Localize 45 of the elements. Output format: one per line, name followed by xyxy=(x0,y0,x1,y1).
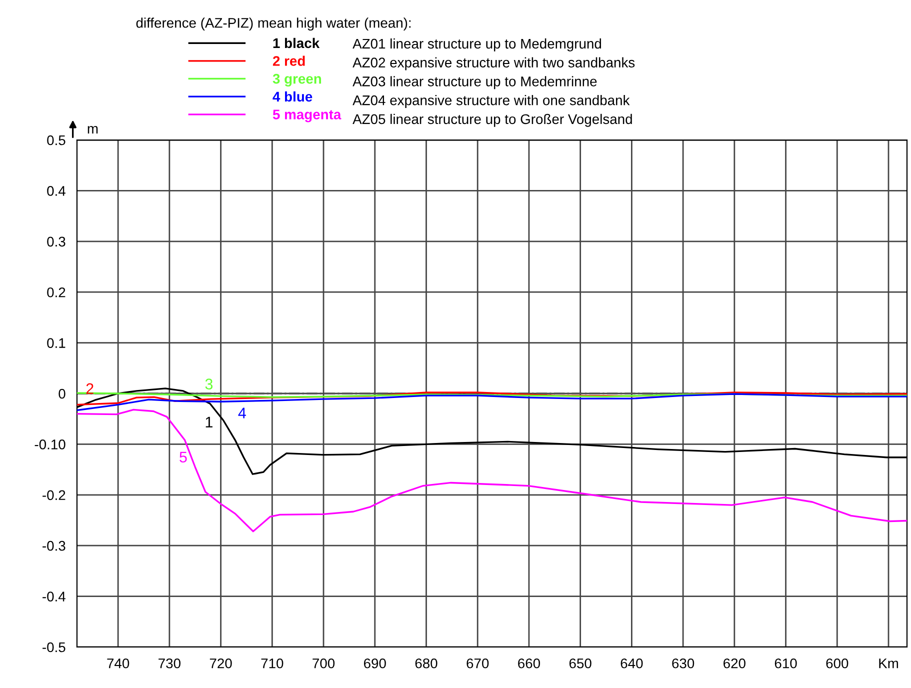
y-axis-title: m xyxy=(88,126,98,134)
x-tick-label: 610 xyxy=(774,658,797,668)
y-tick-label: 0.4 xyxy=(47,186,66,196)
x-tick-label: 640 xyxy=(620,658,643,668)
text: AZ01 linear structure up to Medemgrund xyxy=(352,38,602,52)
x-tick-label: 670 xyxy=(466,658,489,668)
annotation: 5 xyxy=(180,452,187,462)
text: AZ02 expansive structure with two sandbanks xyxy=(352,57,635,70)
x-tick-label: 740 xyxy=(107,658,130,668)
x-tick-label: 620 xyxy=(724,658,746,668)
x-tick-label: 710 xyxy=(261,658,284,668)
y-tick-label: 0.2 xyxy=(47,287,66,298)
line-series xyxy=(76,408,907,532)
y-tick-label: -0.3 xyxy=(42,540,66,551)
y-tick-label: 0.5 xyxy=(47,135,66,146)
annotation: 1 xyxy=(206,416,212,428)
y-tick-label: -0.2 xyxy=(42,490,66,500)
annotation: 3 xyxy=(205,378,213,390)
x-tick-label: 630 xyxy=(672,658,694,668)
y-tick-label: 0.3 xyxy=(47,236,66,247)
text: AZ03 linear structure up to Medemrinne xyxy=(352,76,597,90)
y-tick-label: 0 xyxy=(58,388,66,399)
y-tick-label: -0.4 xyxy=(42,592,66,602)
y-tick-label: 0.1 xyxy=(47,338,66,348)
x-tick-label: 660 xyxy=(518,658,540,668)
y-tick-label: -0.5 xyxy=(42,642,66,652)
text: AZ05 linear structure up to Großer Vogelsand xyxy=(352,114,632,127)
x-tick-label: 600 xyxy=(826,658,848,668)
legend-label: 5 magenta xyxy=(272,110,342,122)
x-tick-label: 680 xyxy=(415,658,438,668)
legend-label: 3 green xyxy=(272,74,322,87)
x-tick-label: Km xyxy=(879,658,898,668)
x-tick-label: 700 xyxy=(312,658,335,668)
legend-label: 1 black xyxy=(273,38,320,48)
text: AZ04 expansive structure with one sandbank xyxy=(352,95,630,108)
legend-label: 4 blue xyxy=(272,91,312,102)
annotation: 2 xyxy=(86,383,94,394)
legend-label: 2 red xyxy=(272,56,305,66)
annotation: 4 xyxy=(238,408,246,418)
x-tick-label: 650 xyxy=(569,658,592,668)
x-tick-label: 730 xyxy=(158,658,180,668)
legend-title: difference (AZ-PIZ) mean high water (mean): xyxy=(136,18,411,31)
y-tick-label: -0.10 xyxy=(34,440,66,450)
x-tick-label: 690 xyxy=(364,658,386,668)
x-tick-label: 720 xyxy=(210,658,232,668)
